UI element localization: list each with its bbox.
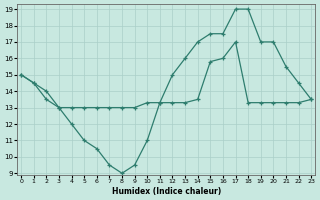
X-axis label: Humidex (Indice chaleur): Humidex (Indice chaleur) xyxy=(112,187,221,196)
